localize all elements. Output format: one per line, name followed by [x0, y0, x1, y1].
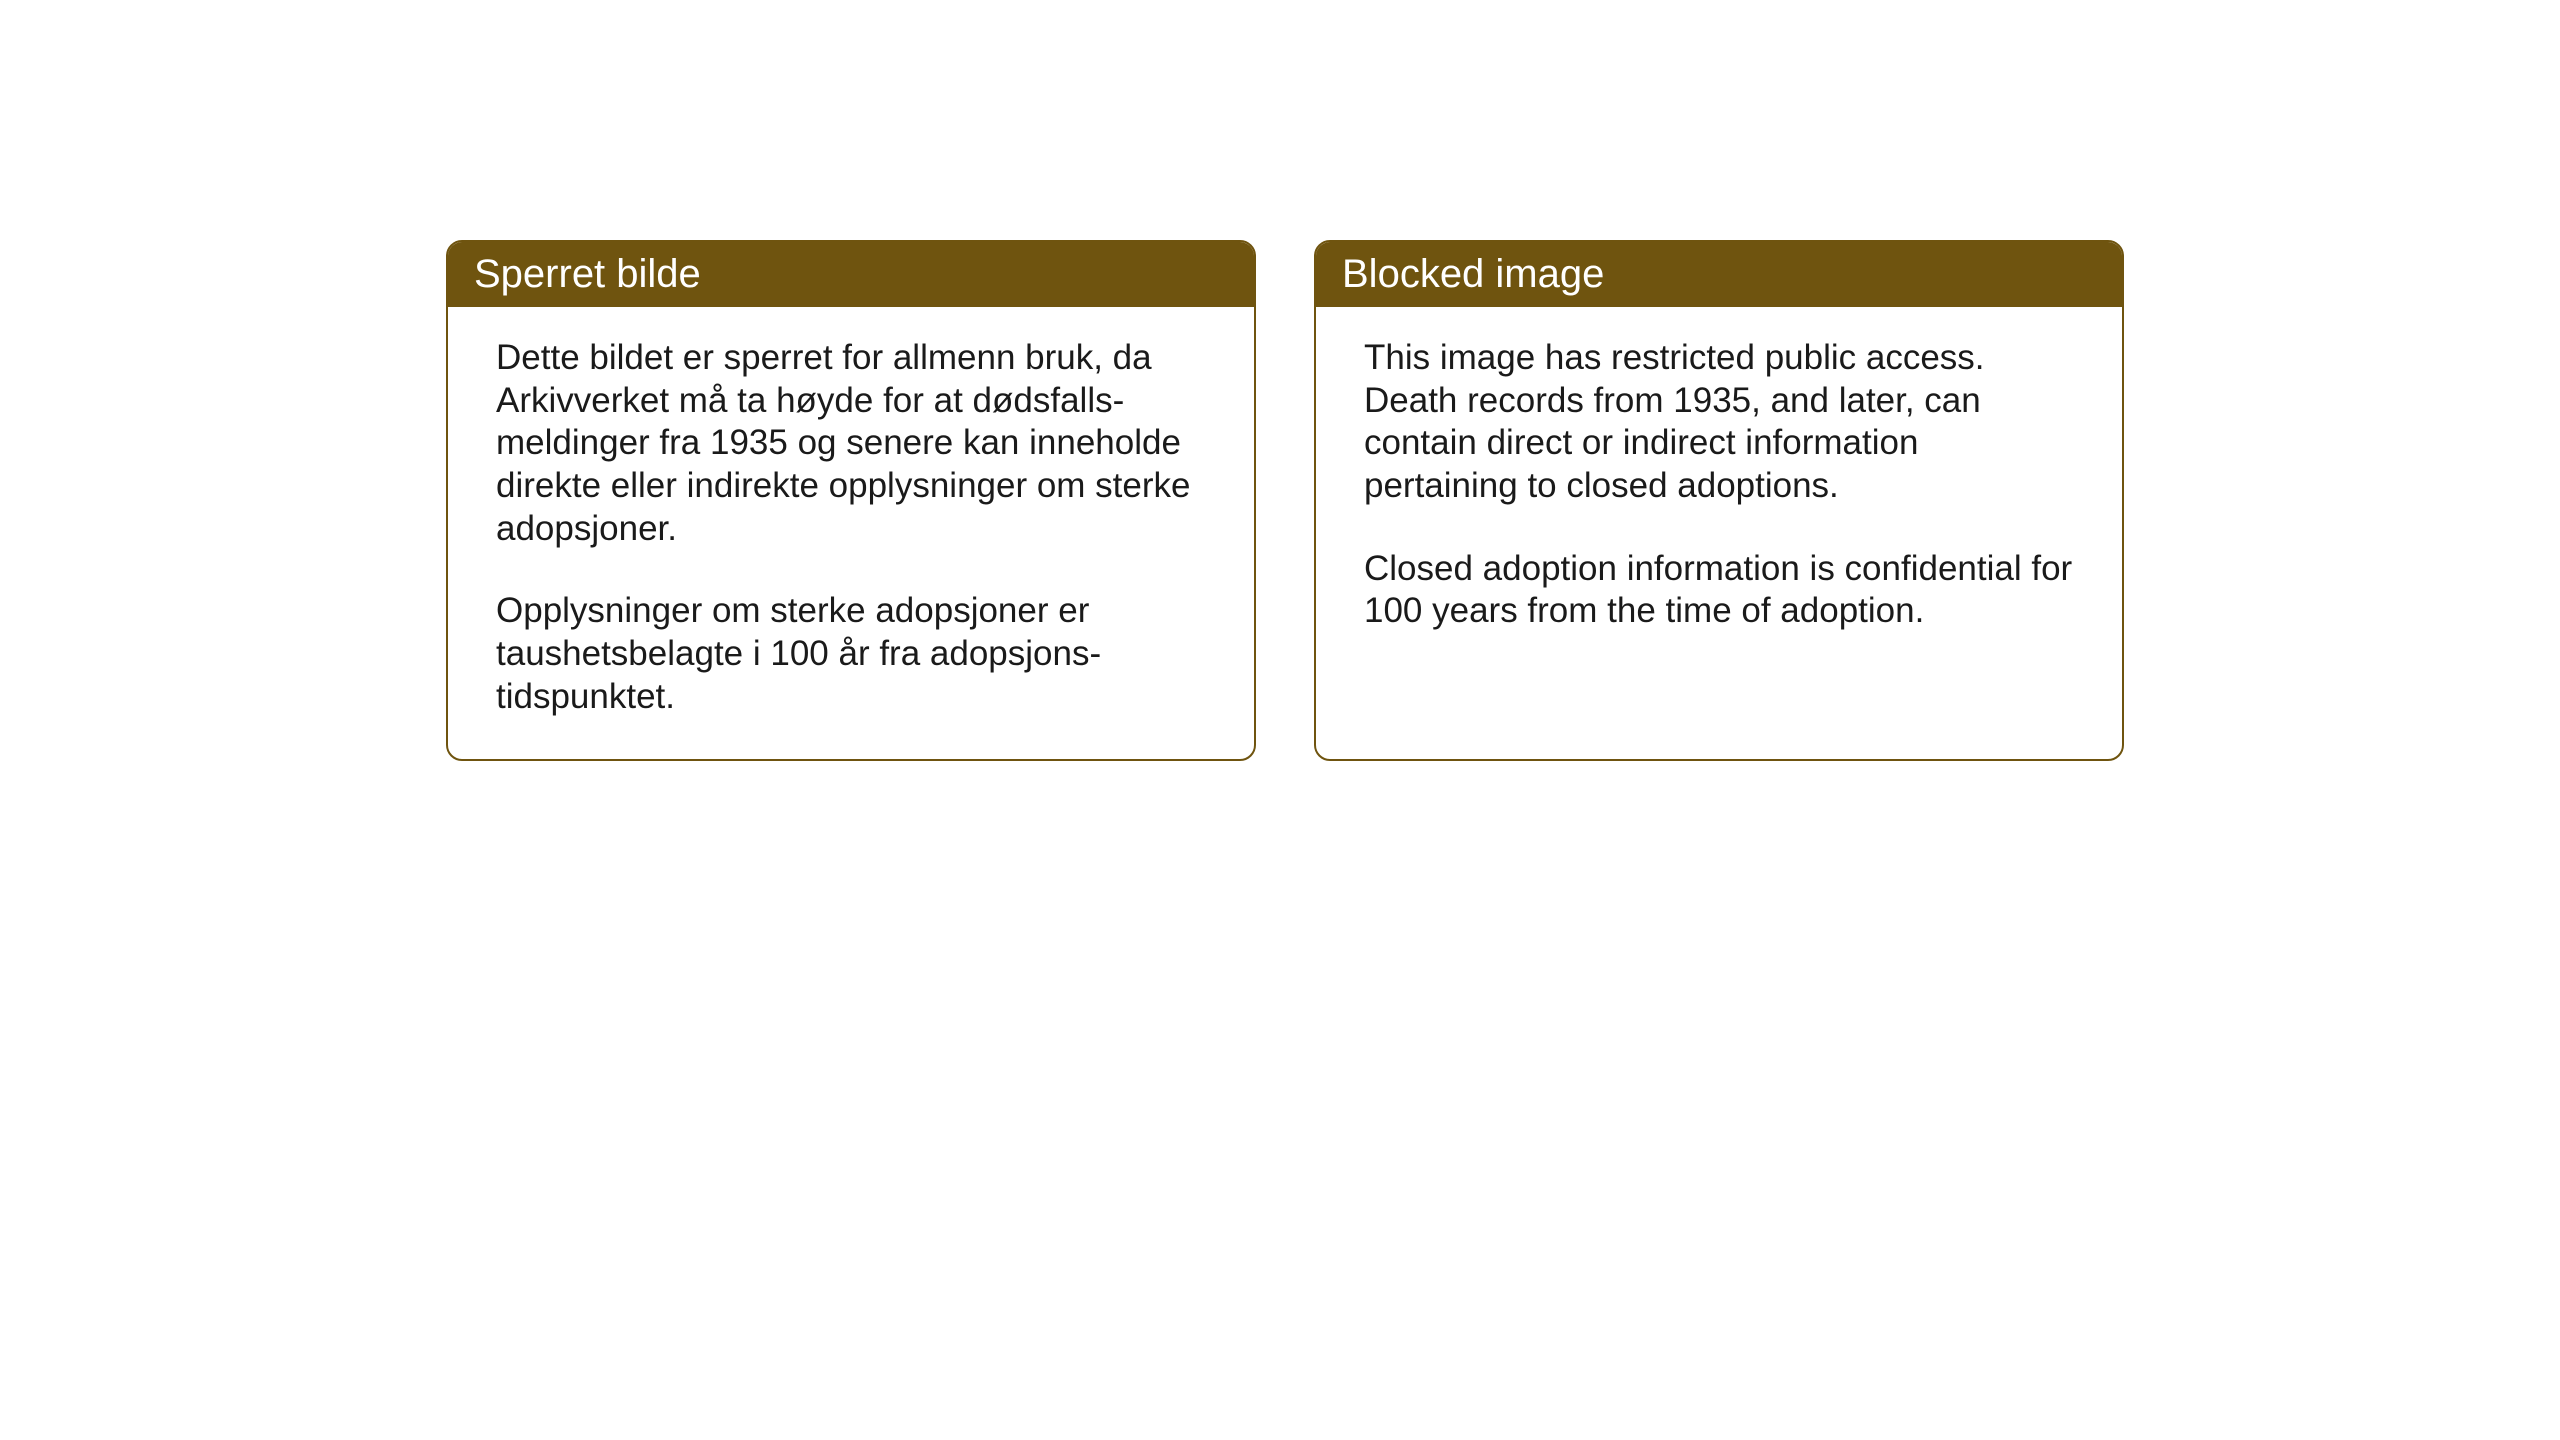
- card-title-english: Blocked image: [1342, 252, 1604, 296]
- card-body-norwegian: Dette bildet er sperret for allmenn bruk…: [448, 307, 1254, 759]
- card-paragraph-english-2: Closed adoption information is confident…: [1364, 548, 2074, 633]
- card-title-norwegian: Sperret bilde: [474, 252, 701, 296]
- card-paragraph-norwegian-2: Opplysninger om sterke adopsjoner er tau…: [496, 590, 1206, 718]
- card-paragraph-norwegian-1: Dette bildet er sperret for allmenn bruk…: [496, 337, 1206, 550]
- card-paragraph-english-1: This image has restricted public access.…: [1364, 337, 2074, 508]
- notice-card-english: Blocked image This image has restricted …: [1314, 240, 2124, 761]
- card-body-english: This image has restricted public access.…: [1316, 307, 2122, 757]
- card-header-english: Blocked image: [1316, 242, 2122, 307]
- notice-cards-container: Sperret bilde Dette bildet er sperret fo…: [446, 240, 2124, 761]
- card-header-norwegian: Sperret bilde: [448, 242, 1254, 307]
- notice-card-norwegian: Sperret bilde Dette bildet er sperret fo…: [446, 240, 1256, 761]
